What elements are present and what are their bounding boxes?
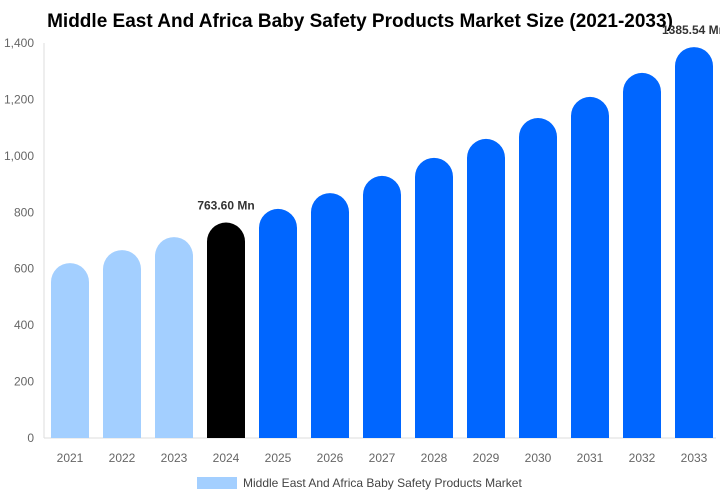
- y-tick-label: 1,200: [4, 92, 34, 106]
- legend-swatch[interactable]: [197, 477, 237, 489]
- y-tick-label: 1,000: [4, 149, 34, 163]
- data-label: 1385.54 Mn: [662, 23, 720, 37]
- x-tick-label: 2021: [57, 451, 84, 465]
- x-tick-label: 2024: [213, 451, 240, 465]
- x-tick-label: 2029: [473, 451, 500, 465]
- x-tick-label: 2028: [421, 451, 448, 465]
- x-tick-label: 2025: [265, 451, 292, 465]
- x-tick-label: 2030: [525, 451, 552, 465]
- x-tick-label: 2026: [317, 451, 344, 465]
- y-tick-label: 400: [14, 318, 34, 332]
- y-tick-label: 600: [14, 262, 34, 276]
- bar-2032[interactable]: [623, 72, 661, 438]
- x-tick-label: 2023: [161, 451, 188, 465]
- bar-2022[interactable]: [103, 250, 141, 438]
- bar-2030[interactable]: [519, 118, 557, 439]
- chart-title: Middle East And Africa Baby Safety Produ…: [47, 11, 673, 32]
- x-tick-label: 2022: [109, 451, 136, 465]
- bar-2021[interactable]: [51, 263, 89, 438]
- bar-2024[interactable]: [207, 222, 245, 438]
- x-tick-label: 2031: [577, 451, 604, 465]
- legend-label[interactable]: Middle East And Africa Baby Safety Produ…: [243, 476, 522, 490]
- bar-2027[interactable]: [363, 175, 401, 438]
- bar-2025[interactable]: [259, 208, 297, 438]
- bar-2029[interactable]: [467, 138, 505, 438]
- x-tick-label: 2033: [681, 451, 708, 465]
- bar-2028[interactable]: [415, 157, 453, 438]
- bar-2026[interactable]: [311, 193, 349, 438]
- data-label: 763.60 Mn: [197, 199, 254, 213]
- x-tick-label: 2027: [369, 451, 396, 465]
- bar-2023[interactable]: [155, 237, 193, 438]
- y-tick-label: 0: [27, 431, 34, 445]
- bar-2033[interactable]: [675, 47, 713, 439]
- y-tick-label: 800: [14, 205, 34, 219]
- x-tick-label: 2032: [629, 451, 656, 465]
- y-tick-label: 200: [14, 375, 34, 389]
- y-tick-label: 1,400: [4, 36, 34, 50]
- bar-2031[interactable]: [571, 96, 609, 438]
